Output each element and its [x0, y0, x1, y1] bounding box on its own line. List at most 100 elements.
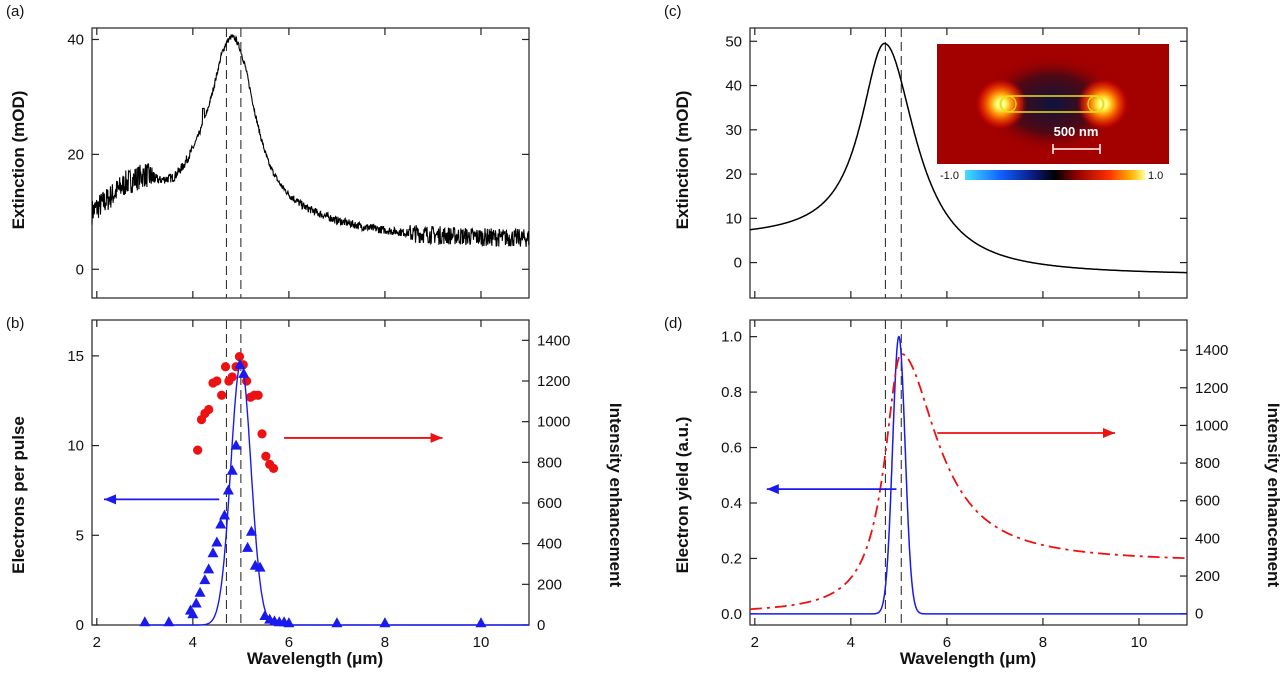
panel-d-y2tick-label: 200 — [1195, 568, 1220, 585]
panel-b-y2tick-label: 1200 — [537, 373, 570, 390]
panel-b-electron-point — [215, 518, 227, 529]
panel-d-xtick-label: 10 — [1131, 634, 1148, 651]
panel-d-ytick-label: 1.0 — [721, 329, 742, 346]
panel-label-b: (b) — [6, 315, 24, 332]
panel-a-ytick-label: 20 — [67, 146, 84, 163]
panel-c-ytick-label: 0 — [734, 255, 742, 272]
xlabel-d: Wavelength (μm) — [900, 649, 1036, 668]
panel-a-ytick-label: 0 — [76, 261, 84, 278]
ylabel-c: Extinction (mOD) — [673, 91, 692, 230]
panel-d-y2tick-label: 600 — [1195, 493, 1220, 510]
panel-b-y2tick-label: 600 — [537, 495, 562, 512]
colorbar-max-label: 1.0 — [1148, 170, 1163, 182]
panel-d-ytick-label: 0.8 — [721, 384, 742, 401]
panel-b-electron-point — [238, 367, 250, 378]
panel-b-y2tick-label: 1400 — [537, 332, 570, 349]
panel-b-electron-point — [283, 617, 295, 628]
panel-b-enhancement-point — [193, 445, 203, 455]
panel-b-electron-point — [194, 586, 206, 597]
panel-b-electron-point — [163, 616, 175, 627]
panel-b-plot: 2 4 6 8 10 0 5 10 15 0 200 400 600 800 1000 1200 1400 — [67, 319, 570, 651]
panel-b-electron-point — [230, 439, 242, 450]
panel-b-xtick-label: 4 — [189, 634, 197, 651]
panel-b-enhancement-point — [253, 390, 263, 400]
panel-b-electron-point — [475, 617, 487, 628]
scale-bar-label: 500 nm — [1054, 124, 1099, 139]
panel-c-extinction-line — [749, 42, 1187, 274]
colorbar-min-label: -1.0 — [940, 170, 959, 182]
nanorod-end-right — [1087, 95, 1105, 113]
panel-c-ytick-label: 30 — [725, 122, 742, 139]
panel-b-ytick-label: 5 — [76, 527, 84, 544]
panel-b-electron-point — [234, 358, 246, 369]
panel-d-xtick-label: 4 — [847, 634, 855, 651]
panel-b-electron-point — [242, 541, 254, 552]
panel-d-y2tick-label: 400 — [1195, 530, 1220, 547]
panel-b-xtick-label: 8 — [381, 634, 389, 651]
panel-b-y2tick-label: 800 — [537, 454, 562, 471]
panel-b-enhancement-point — [234, 352, 245, 362]
panel-b-electron-point — [222, 484, 234, 495]
panel-c-ytick-label: 10 — [725, 210, 742, 227]
panel-c-ytick-label: 20 — [725, 166, 742, 183]
panel-b-y2tick-label: 0 — [537, 617, 545, 634]
panel-d-ytick-label: 0.2 — [721, 550, 742, 567]
panel-b-enhancement-point — [261, 451, 271, 461]
panel-b-enhancement-point — [217, 390, 227, 400]
nanorod-outline — [1000, 95, 1104, 113]
colorbar — [965, 170, 1145, 180]
panel-d-ytick-label: 0.0 — [721, 606, 742, 623]
panel-b-xtick-label: 10 — [473, 634, 490, 651]
panel-d-y2tick-label: 800 — [1195, 455, 1220, 472]
panel-b-xtick-label: 6 — [285, 634, 293, 651]
panel-label-d: (d) — [664, 315, 682, 332]
panel-c-frame — [749, 27, 1188, 299]
panel-d-xtick-label: 2 — [751, 634, 759, 651]
panel-d-intensity-line — [749, 353, 1187, 611]
panel-b-y2tick-label: 1000 — [537, 414, 570, 431]
y2label-b: Intensity enhancement — [606, 403, 625, 588]
panel-b-electron-point — [219, 509, 231, 520]
panel-c-plot: 0 10 20 30 40 50 — [725, 27, 1188, 299]
panel-b-enhancement-point — [212, 376, 222, 386]
panel-b-ytick-label: 15 — [67, 348, 84, 365]
panel-d-axis-arrow-head — [1102, 427, 1115, 438]
panel-d-frame — [749, 319, 1188, 626]
field-map-inset: 500 nm -1.0 1.0 — [937, 44, 1169, 182]
panel-d-ytick-label: 0.6 — [721, 440, 742, 457]
panel-b-axis-arrow-head — [430, 432, 443, 443]
panel-b-electron-point — [211, 536, 223, 547]
panel-b-electron-point — [203, 563, 215, 574]
panel-b-y2tick-label: 200 — [537, 576, 562, 593]
panel-b-ytick-label: 0 — [76, 617, 84, 634]
panel-b-electron-point — [245, 525, 257, 536]
panel-b-axis-arrow-head — [104, 494, 117, 505]
panel-d-y2tick-label: 1200 — [1195, 380, 1228, 397]
panel-b-electron-point — [254, 561, 266, 572]
panel-b-y2tick-label: 400 — [537, 536, 562, 553]
panel-b-enhancement-point — [257, 429, 267, 439]
ylabel-a: Extinction (mOD) — [9, 91, 28, 230]
panel-b-electron-point — [331, 617, 343, 628]
panel-b-electron-point — [379, 617, 391, 628]
panel-b-enhancement-point — [268, 463, 279, 474]
panel-b-electron-point — [190, 597, 202, 608]
panel-d-y2tick-label: 0 — [1195, 606, 1203, 623]
panel-b-electron-point — [199, 574, 211, 585]
panel-d-axis-arrow-head — [766, 484, 779, 495]
panel-b-enhancement-point — [220, 362, 231, 372]
panel-b-electron-point — [226, 464, 238, 475]
panel-b-ytick-label: 10 — [67, 438, 84, 455]
panel-b-frame — [91, 319, 530, 626]
panel-b-xtick-label: 2 — [93, 634, 101, 651]
panel-d-y2tick-label: 1400 — [1195, 342, 1228, 359]
panel-a-extinction-line — [91, 33, 530, 247]
panel-a-frame — [91, 27, 530, 299]
panel-b-electron-point — [207, 547, 219, 558]
panel-label-a: (a) — [6, 3, 24, 20]
panel-a-plot: 0 20 40 — [67, 27, 530, 299]
panel-b-enhancement-point — [204, 404, 214, 415]
nanorod-end-left — [999, 95, 1017, 113]
panel-a-ytick-label: 40 — [67, 31, 84, 48]
